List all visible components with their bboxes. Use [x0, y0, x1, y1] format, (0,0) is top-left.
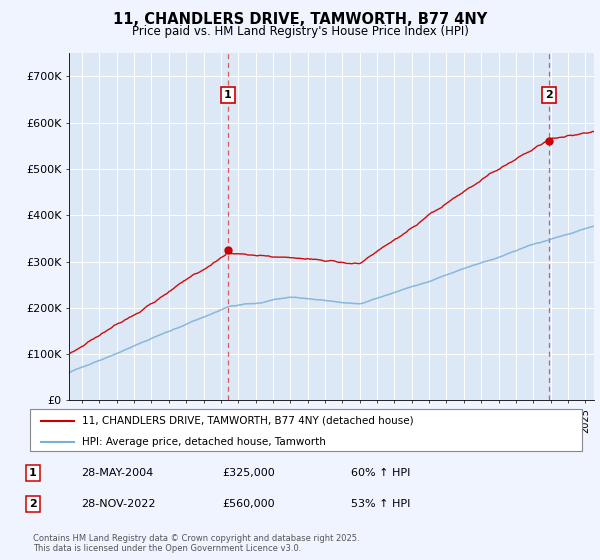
Text: HPI: Average price, detached house, Tamworth: HPI: Average price, detached house, Tamw…	[82, 437, 326, 446]
Text: 2: 2	[29, 499, 37, 509]
Text: 11, CHANDLERS DRIVE, TAMWORTH, B77 4NY: 11, CHANDLERS DRIVE, TAMWORTH, B77 4NY	[113, 12, 487, 27]
Text: 28-MAY-2004: 28-MAY-2004	[81, 468, 153, 478]
Text: 53% ↑ HPI: 53% ↑ HPI	[351, 499, 410, 509]
Text: £560,000: £560,000	[222, 499, 275, 509]
Text: 1: 1	[224, 90, 232, 100]
Text: 2: 2	[545, 90, 553, 100]
Text: 1: 1	[29, 468, 37, 478]
Text: Contains HM Land Registry data © Crown copyright and database right 2025.
This d: Contains HM Land Registry data © Crown c…	[33, 534, 359, 553]
Text: 11, CHANDLERS DRIVE, TAMWORTH, B77 4NY (detached house): 11, CHANDLERS DRIVE, TAMWORTH, B77 4NY (…	[82, 416, 414, 426]
Text: 28-NOV-2022: 28-NOV-2022	[81, 499, 155, 509]
Text: Price paid vs. HM Land Registry's House Price Index (HPI): Price paid vs. HM Land Registry's House …	[131, 25, 469, 38]
Text: 60% ↑ HPI: 60% ↑ HPI	[351, 468, 410, 478]
Text: £325,000: £325,000	[222, 468, 275, 478]
